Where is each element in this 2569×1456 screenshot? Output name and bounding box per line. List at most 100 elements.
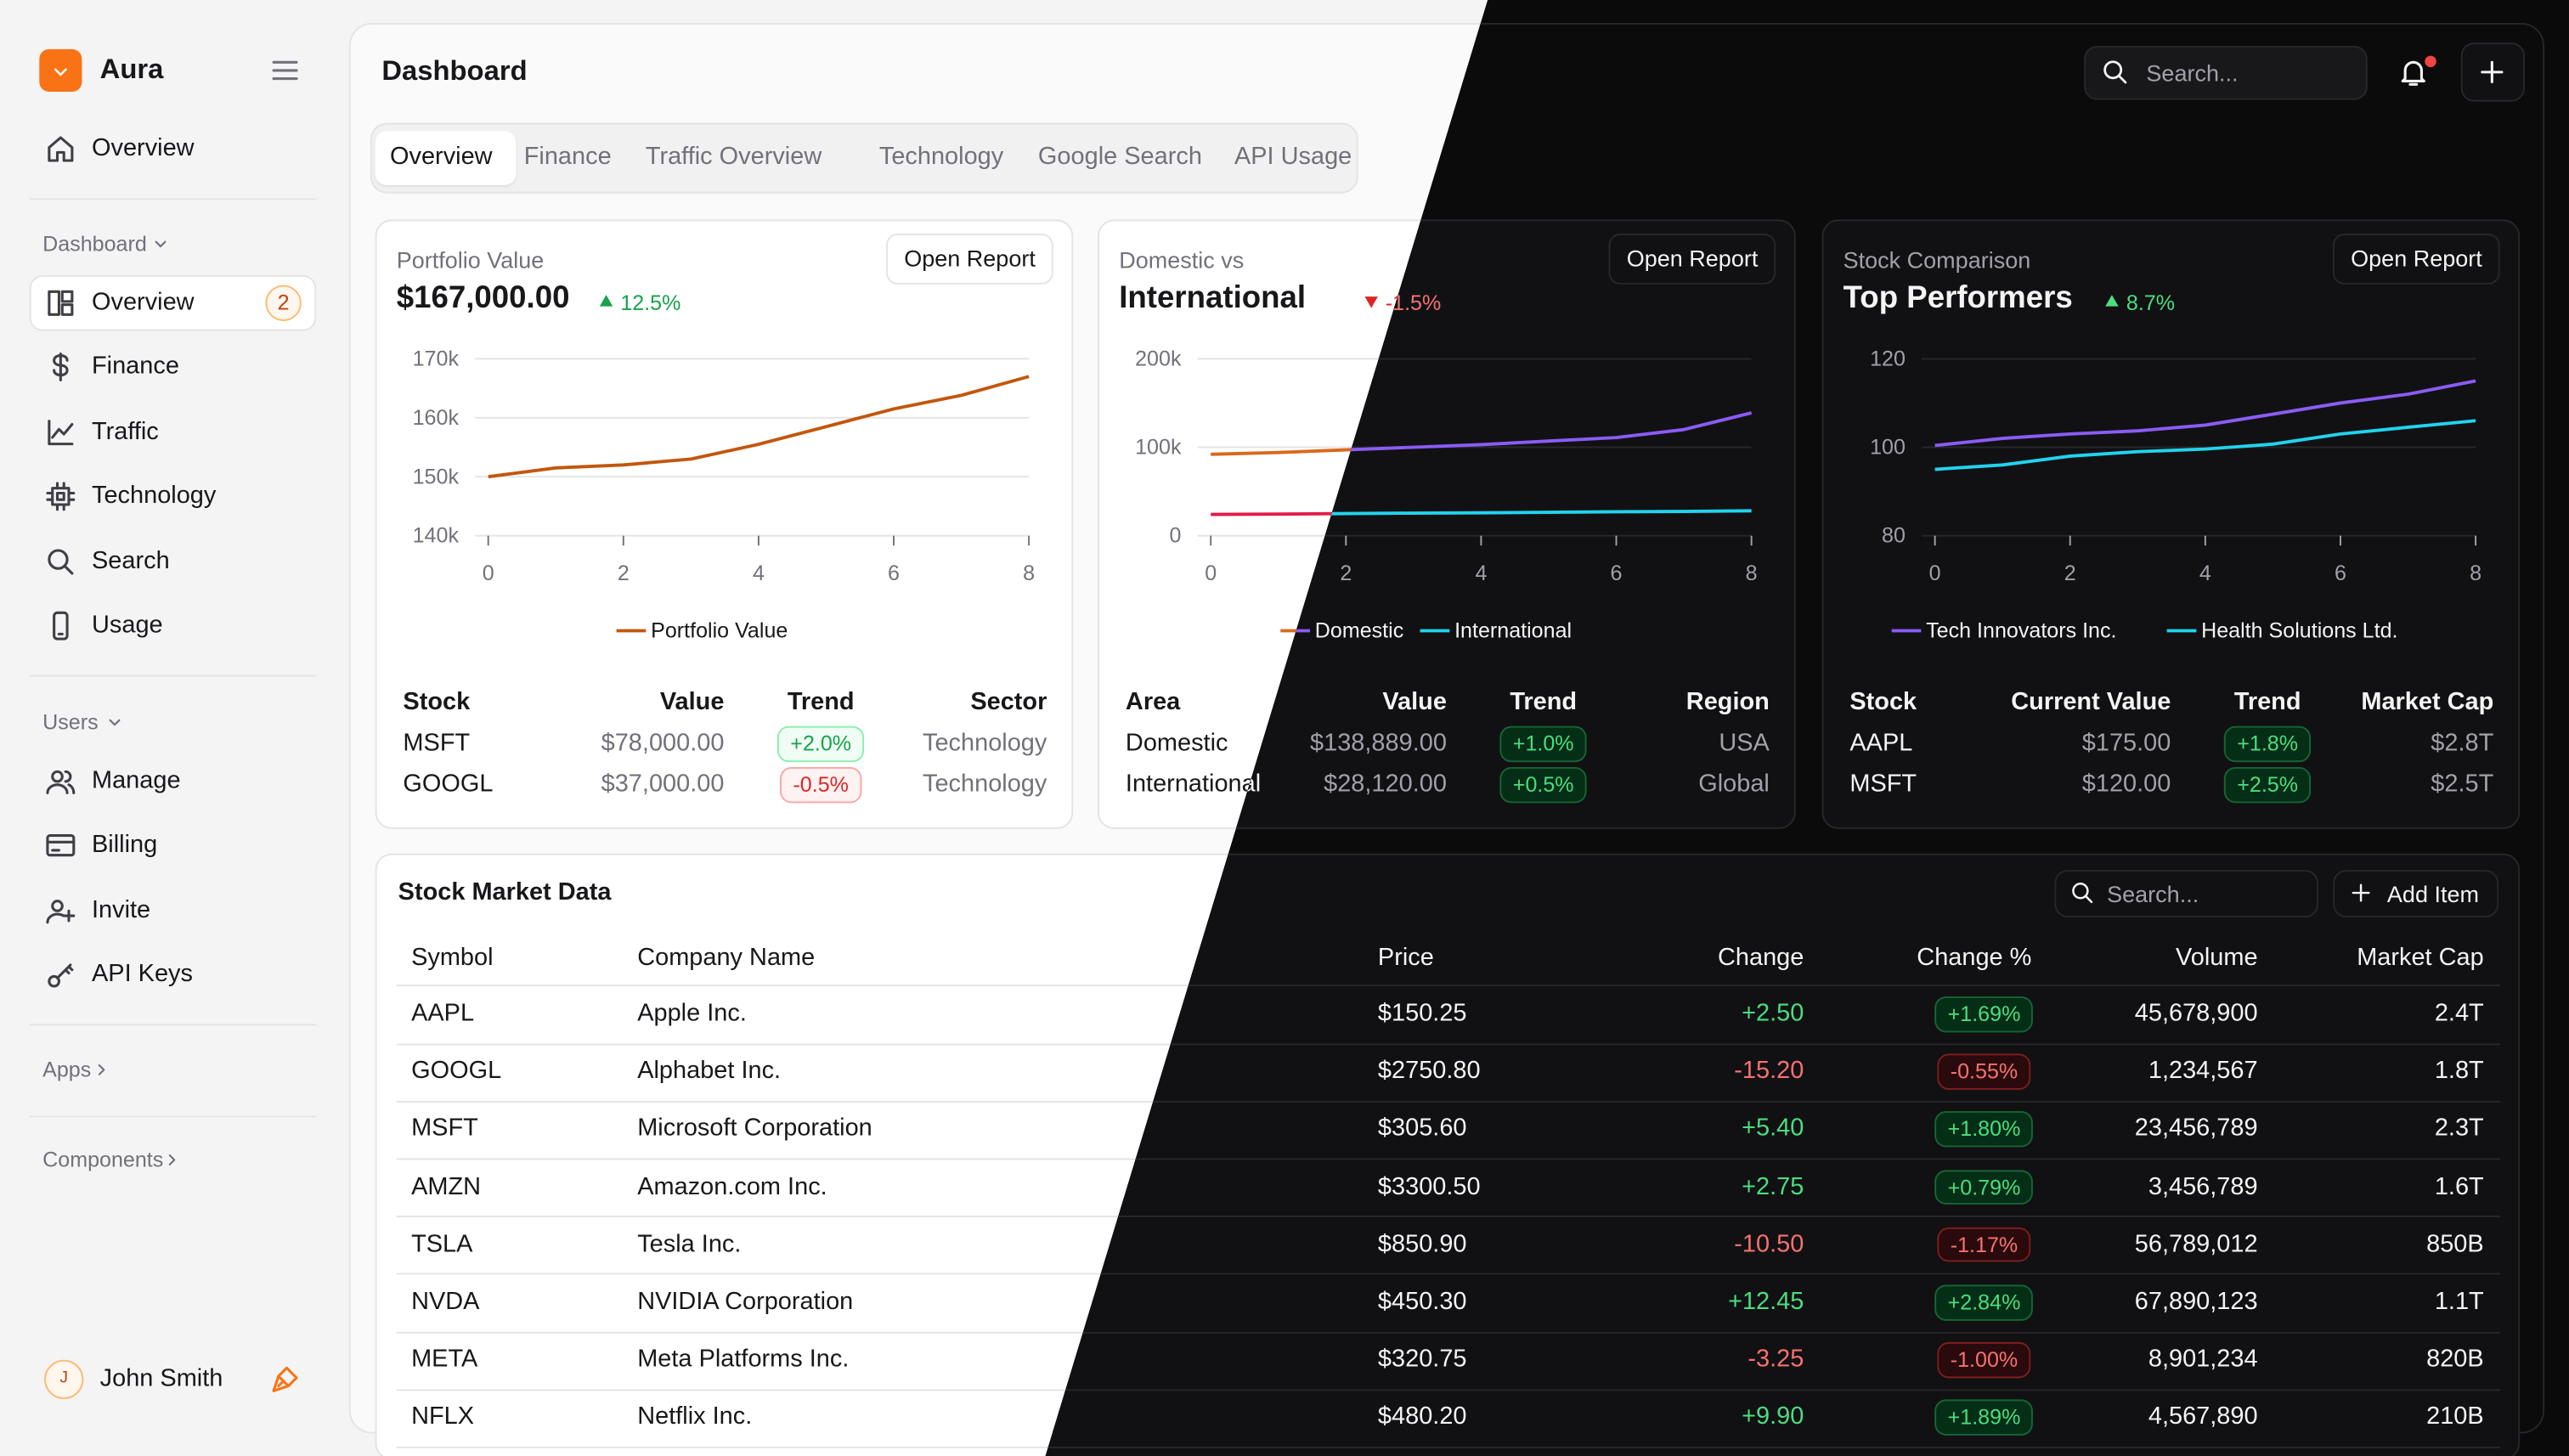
table-cell: $320.75 [1378,1346,1467,1375]
table-cell: +9.90 [1742,1403,1804,1433]
x-tick-label: 0 [1205,561,1217,586]
table-cell: NVIDIA Corporation [637,1288,853,1318]
table-cell: $78,000.00 [601,729,725,759]
section-header[interactable]: Dashboard [42,231,147,257]
table-cell: Apple Inc. [637,999,747,1029]
table-cell: USA [1719,729,1769,759]
table-cell: 4,567,890 [2148,1403,2258,1433]
nav-item[interactable]: Invite [92,896,150,926]
sidebar: AuraOverviewDashboardOverview2FinanceTra… [0,0,347,1456]
icon-shape [53,771,63,782]
x-tick-label: 4 [2199,561,2211,586]
section-header[interactable]: Components [42,1147,163,1172]
table-cell: NFLX [411,1403,474,1433]
icon-shape [53,488,69,505]
trend-pill: +1.69% [1934,996,2034,1032]
market-title: Stock Market Data [398,878,612,908]
table-cell: 3,456,789 [2148,1172,2258,1202]
nav-item[interactable]: Technology [92,482,216,511]
icon-shape [57,965,71,978]
icon-shape [53,900,63,911]
nav-item[interactable]: Finance [92,353,179,382]
table-cell: $2750.80 [1378,1057,1481,1086]
table-cell: Technology [923,729,1047,759]
trend-pill: +1.0% [1499,726,1587,762]
icon-right [161,1148,184,1171]
trend-pill: -1.00% [1937,1342,2030,1378]
column-header: Price [1378,944,1434,973]
icon-shape [62,291,72,302]
nav-item[interactable]: Traffic [92,417,159,447]
icon-menu[interactable] [268,54,302,87]
table-cell: 1.1T [2435,1288,2484,1318]
y-tick-label: 140k [413,523,459,549]
table-cell: NVDA [411,1288,479,1318]
y-tick-label: 80 [1882,523,1906,549]
column-header: Change [1718,944,1804,973]
table-cell: Global [1698,770,1770,799]
icon-shape [57,494,64,500]
icon-search [44,545,77,578]
card: Stock ComparisonTop Performers8.7%Open R… [1822,219,2521,828]
nav-item[interactable]: Search [92,546,170,576]
table-cell: $305.60 [1378,1115,1467,1144]
table-header: Stock [403,688,470,718]
table-cell: Domestic [1126,729,1228,759]
table-cell: $480.20 [1378,1403,1467,1433]
icon-shape [2119,76,2126,82]
table-cell: +2.50 [1742,999,1804,1029]
search-placeholder: Search... [2146,60,2238,87]
table-cell: MSFT [411,1115,478,1144]
nav-item[interactable]: Overview [92,288,195,318]
table-header: Area [1126,688,1180,718]
table-cell: 210B [2426,1403,2484,1433]
table-header: Trend [788,688,855,718]
nav-item[interactable]: Overview [92,134,195,164]
table-cell: $2.8T [2431,729,2493,759]
tab[interactable]: Finance [524,143,612,172]
icon-shape [49,291,59,314]
icon-chip [44,480,77,513]
table-cell: 1.6T [2435,1172,2484,1202]
section-header[interactable]: Apps [42,1057,91,1082]
y-tick-label: 160k [413,405,459,431]
trend-pill: +0.79% [1934,1170,2034,1205]
icon-plus [2476,56,2509,89]
trend-pill: +1.8% [2224,726,2312,762]
tab[interactable]: API Usage [1234,143,1352,172]
nav-item[interactable]: Billing [92,832,157,861]
x-tick-label: 4 [753,561,765,586]
icon-right [91,1058,114,1081]
column-header: Company Name [637,944,815,973]
column-header: Market Cap [2357,944,2484,973]
table-header: Value [660,688,725,718]
table-cell: $450.30 [1378,1288,1467,1318]
table-header: Sector [970,688,1047,718]
tab[interactable]: Traffic Overview [646,143,822,172]
x-tick-label: 6 [1611,561,1623,586]
tab[interactable]: Technology [879,143,1003,172]
y-tick-label: 100 [1870,434,1906,460]
x-tick-label: 2 [1340,561,1352,586]
section-header[interactable]: Users [42,709,98,735]
y-tick-label: 170k [413,346,459,371]
nav-item[interactable]: Usage [92,611,163,641]
table-cell: AMZN [411,1172,481,1202]
nav-item[interactable]: Manage [92,767,181,797]
tab[interactable]: Google Search [1038,143,1202,172]
nav-item[interactable]: API Keys [92,961,193,990]
icon-shape [65,566,72,573]
column-header: Volume [2176,944,2258,973]
table-header: Stock [1849,688,1917,718]
icon-search [2100,57,2130,87]
icon-brush[interactable] [268,1363,302,1397]
trend-pill: +2.84% [1934,1284,2034,1320]
table-cell: $850.90 [1378,1230,1467,1260]
icon-shape [55,70,65,75]
separator [30,1024,316,1025]
trend-pill: -0.55% [1937,1054,2030,1090]
table-cell: Tesla Inc. [637,1230,741,1260]
tab[interactable]: Overview [390,143,493,172]
x-tick-label: 2 [2064,561,2076,586]
